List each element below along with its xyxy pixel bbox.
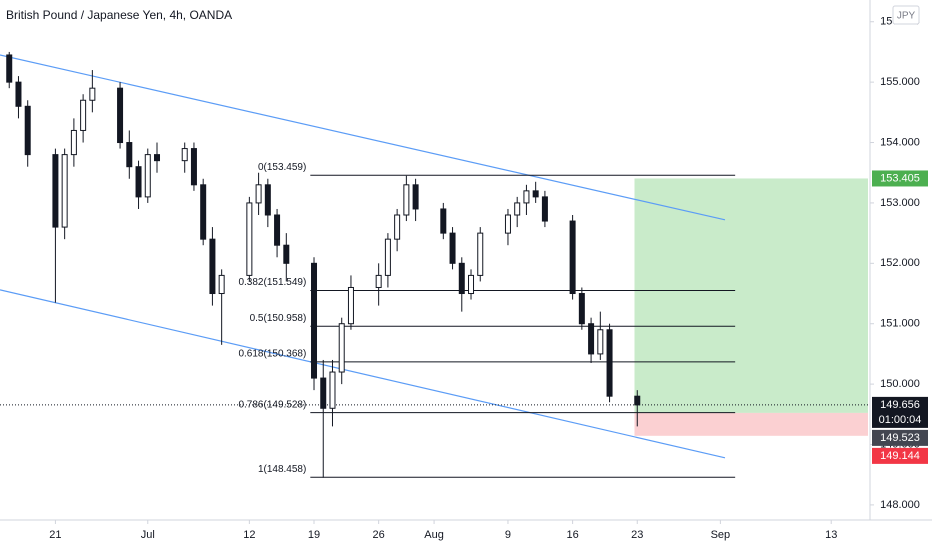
candle-body bbox=[255, 184, 262, 204]
candle-body bbox=[606, 329, 613, 397]
candle-body bbox=[311, 262, 318, 379]
stop-label-bg bbox=[872, 447, 928, 464]
candle-body bbox=[70, 129, 77, 156]
x-tick-label: 19 bbox=[308, 529, 320, 541]
chart-title: British Pound / Japanese Yen, 4h, OANDA bbox=[6, 8, 232, 22]
candle-body bbox=[347, 286, 354, 325]
candle-body bbox=[52, 154, 59, 228]
candle-body bbox=[209, 238, 216, 295]
candle-body bbox=[200, 184, 207, 240]
candle-body bbox=[514, 202, 521, 216]
currency: JPY bbox=[897, 11, 916, 22]
candle-body bbox=[329, 371, 336, 409]
candle-body bbox=[264, 184, 271, 216]
candle-body bbox=[126, 142, 133, 168]
fib-label: 0.618(150.368) bbox=[238, 349, 306, 360]
candle-body bbox=[477, 232, 484, 276]
candle-body bbox=[135, 166, 142, 198]
candle-body bbox=[569, 220, 576, 295]
candle-body bbox=[578, 293, 585, 325]
x-tick-label: 9 bbox=[505, 529, 511, 541]
candle-body bbox=[283, 244, 290, 264]
countdown: 01:00:04 bbox=[879, 414, 922, 426]
candle-body bbox=[458, 262, 465, 295]
x-tick-label: 13 bbox=[825, 529, 837, 541]
currency-box bbox=[892, 5, 920, 25]
candle-body bbox=[449, 232, 456, 264]
candle-body bbox=[375, 274, 382, 288]
candle-body bbox=[384, 238, 391, 276]
candle-body bbox=[6, 54, 13, 83]
target-label-bg bbox=[872, 170, 928, 187]
candle-body bbox=[634, 395, 641, 406]
candle-body bbox=[320, 377, 327, 409]
candle-body bbox=[338, 323, 345, 373]
x-tick-label: 16 bbox=[566, 529, 578, 541]
candle-body bbox=[440, 208, 447, 234]
x-tick-label: 23 bbox=[631, 529, 643, 541]
candle-body bbox=[541, 196, 548, 222]
candle-body bbox=[181, 148, 188, 162]
x-tick-label: Aug bbox=[424, 529, 444, 541]
channel-line bbox=[0, 54, 726, 221]
candle-body bbox=[246, 202, 253, 276]
y-tick-label: 154.000 bbox=[880, 136, 920, 148]
x-tick-label: 12 bbox=[243, 529, 255, 541]
candle-body bbox=[523, 190, 530, 204]
candle-body bbox=[80, 99, 87, 131]
candle-body bbox=[117, 87, 124, 144]
candle-body bbox=[190, 148, 197, 186]
candle-body bbox=[403, 184, 410, 216]
loss-zone bbox=[634, 412, 868, 436]
candle-body bbox=[394, 214, 401, 240]
candle-body bbox=[532, 190, 539, 198]
candle-body bbox=[89, 87, 96, 101]
y-tick-label: 150.000 bbox=[880, 378, 920, 390]
y-tick-label: 155.000 bbox=[880, 76, 920, 88]
channel-line bbox=[0, 289, 726, 459]
entry-label: 149.523 bbox=[880, 432, 920, 444]
y-tick-label: 153.000 bbox=[880, 197, 920, 209]
fib-label: 0(153.459) bbox=[258, 162, 306, 173]
fib-label: 0.786(149.528) bbox=[238, 399, 306, 410]
candle-body bbox=[412, 184, 419, 210]
candle-body bbox=[504, 214, 511, 234]
candle-body bbox=[144, 154, 151, 198]
plot: 0(153.459) 0.382(151.549) 0.5(150.958) 0.61… bbox=[0, 51, 870, 478]
entry-label-bg bbox=[872, 429, 928, 446]
profit-zone bbox=[634, 178, 868, 413]
candle-body bbox=[61, 154, 68, 228]
target-label: 153.405 bbox=[880, 172, 920, 184]
x-tick-label: Sep bbox=[711, 529, 731, 541]
candle-body bbox=[15, 81, 22, 107]
candle-body bbox=[24, 105, 31, 156]
y-tick-label: 148.000 bbox=[880, 499, 920, 511]
stop-label: 149.144 bbox=[880, 450, 920, 462]
x-tick-label: 21 bbox=[49, 529, 61, 541]
fib-label: 0.382(151.549) bbox=[238, 277, 306, 288]
candle-body bbox=[154, 154, 161, 162]
fib-label: 1(148.458) bbox=[258, 464, 306, 475]
x-tick-label: 26 bbox=[373, 529, 385, 541]
last-price-bg bbox=[872, 396, 928, 428]
fib-label: 0.5(150.958) bbox=[250, 313, 307, 324]
x-tick-label: Jul bbox=[141, 529, 155, 541]
candle-body bbox=[588, 323, 595, 355]
candle-body bbox=[274, 214, 281, 246]
y-tick-label: 151.000 bbox=[880, 318, 920, 330]
candle-body bbox=[218, 274, 225, 295]
candle-body bbox=[597, 329, 604, 355]
candle-body bbox=[468, 274, 475, 295]
y-tick-label: 152.000 bbox=[880, 257, 920, 269]
last-price-label: 149.656 bbox=[880, 399, 920, 411]
